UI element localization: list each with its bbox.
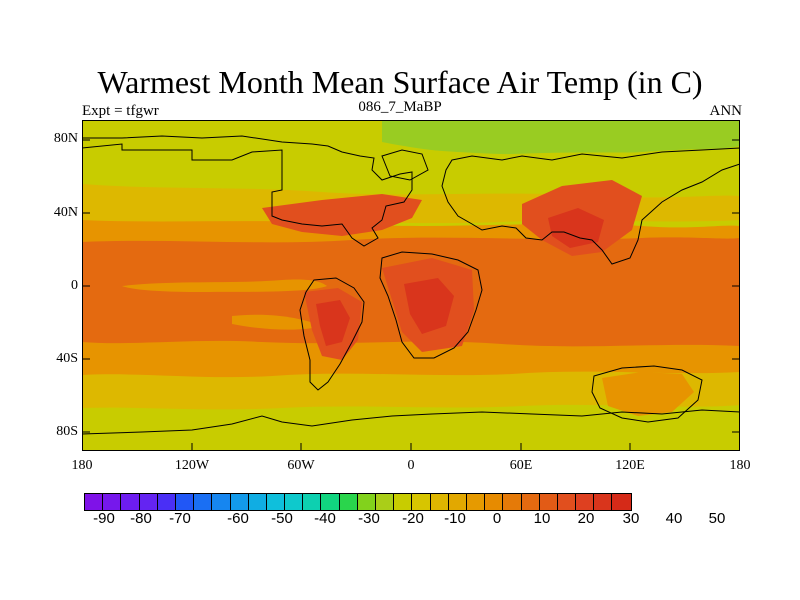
lat-label-80n: 80N [53,131,78,146]
band-north-cold [382,120,740,155]
colorbar-swatch [103,494,122,510]
colorbar-label-neg10: -10 [444,510,466,527]
colorbar-swatch [121,494,140,510]
colorbar-label-40: 40 [665,510,683,527]
hottest-asia-core [548,208,604,248]
colorbar-swatch [539,494,558,510]
colorbar-swatch [412,494,431,510]
hottest-south-america-core [316,300,350,346]
colorbar-swatch [175,494,195,510]
colorbar-swatch [157,494,176,510]
colorbar-swatch [194,494,213,510]
colorbar-swatch [357,494,376,510]
colorbar-swatch [612,494,631,510]
colorbar-label-10: 10 [533,510,551,527]
coastline-south-america [299,277,365,391]
lon-label-180e: 180 [729,458,751,473]
colorbar-label-neg60: -60 [227,510,249,527]
lat-label-80s: 80S [56,424,78,439]
coastline-north-america [82,135,413,247]
colorbar-label-neg50: -50 [271,510,293,527]
lat-label-0: 0 [71,278,78,293]
band-south-pacific-warm [232,314,322,330]
colorbar-swatch [321,494,340,510]
colorbar-swatch [85,494,104,510]
colorbar [84,493,632,511]
colorbar-swatch [212,494,231,510]
colorbar-swatch [139,494,158,510]
colorbar-label-20: 20 [577,510,595,527]
coastline-eurasia [441,147,740,265]
colorbar-label-neg90: -90 [93,510,115,527]
colorbar-label-neg80: -80 [130,510,152,527]
colorbar-swatch [376,494,395,510]
lon-label-120w: 120W [174,458,210,473]
colorbar-swatch [285,494,304,510]
colorbar-swatch [230,494,249,510]
colorbar-swatch [303,494,322,510]
lon-label-120e: 120E [615,458,645,473]
coastline-africa [379,251,483,359]
colorbar-label-30: 30 [622,510,640,527]
lon-label-0: 0 [407,458,415,473]
colorbar-swatch [339,494,358,510]
colorbar-swatch [485,494,504,510]
colorbar-swatch [248,494,267,510]
map-title: Warmest Month Mean Surface Air Temp (in … [97,64,703,100]
colorbar-swatch [503,494,522,510]
colorbar-label-50: 50 [708,510,726,527]
colorbar-swatch [466,494,486,510]
coastline-australia [591,365,703,423]
season-label: ANN [709,103,743,119]
colorbar-swatch [557,494,577,510]
coastline-antarctica [82,409,740,435]
band-pacific-cool-tongue [122,279,327,292]
hot-north-america [262,194,422,236]
colorbar-swatch [576,494,595,510]
lat-ticks [82,139,740,433]
colorbar-swatch [521,494,540,510]
colorbar-swatch [394,494,413,510]
lat-label-40n: 40N [53,205,78,220]
colorbar-label-neg30: -30 [358,510,380,527]
hot-australia [602,372,694,416]
colorbar-label-neg70: -70 [169,510,191,527]
temperature-map [82,120,740,451]
lon-ticks [191,443,631,451]
lat-label-40s: 40S [56,351,78,366]
band-north-temperate [82,140,740,186]
colorbar-label-neg20: -20 [402,510,424,527]
hottest-africa-core [404,278,454,334]
colorbar-swatch [430,494,449,510]
case-label: 086_7_MaBP [358,99,442,115]
colorbar-swatch [594,494,613,510]
colorbar-swatch [448,494,467,510]
experiment-label: Expt = tfgwr [82,103,159,119]
lon-label-60w: 60W [287,458,315,473]
colorbar-label-neg40: -40 [314,510,336,527]
coastline-greenland [381,149,429,181]
lon-label-60e: 60E [509,458,533,473]
lon-label-180w: 180 [71,458,93,473]
colorbar-label-0: 0 [492,510,502,527]
colorbar-swatch [266,494,286,510]
